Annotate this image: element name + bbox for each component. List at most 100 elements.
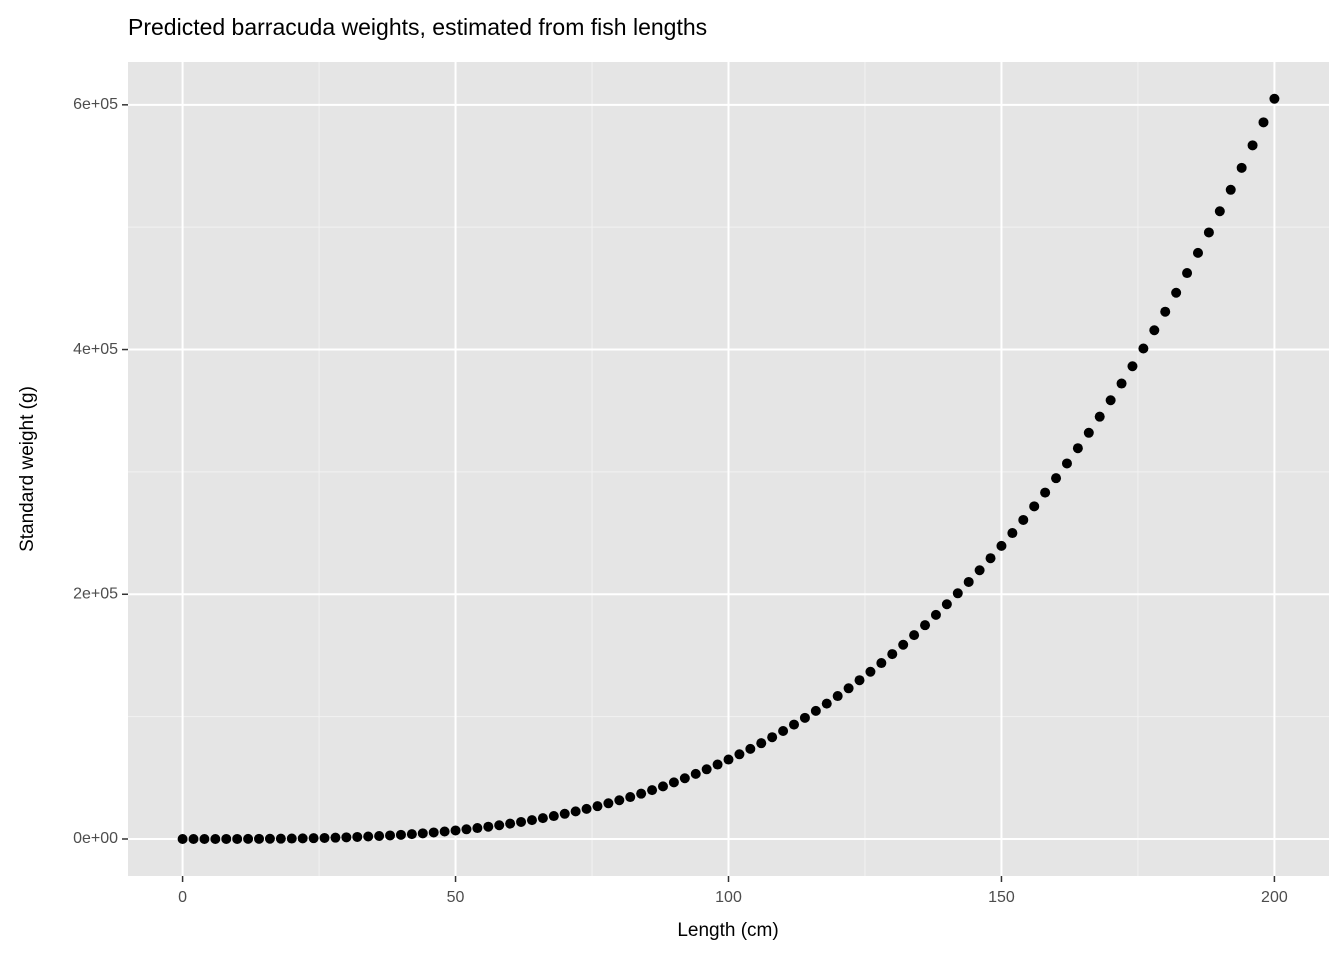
point: [297, 833, 308, 844]
point: [930, 609, 941, 620]
point: [963, 576, 974, 587]
y-tick-label: 6e+05: [73, 96, 118, 113]
point: [1018, 514, 1029, 525]
point: [636, 788, 647, 799]
y-tick-label: 2e+05: [73, 585, 118, 602]
point: [854, 675, 865, 686]
x-axis-title: Length (cm): [677, 920, 778, 941]
point: [188, 833, 199, 844]
point: [668, 777, 679, 788]
point: [1247, 140, 1258, 151]
point: [887, 649, 898, 660]
point: [319, 832, 330, 843]
point: [821, 698, 832, 709]
point: [439, 826, 450, 837]
point: [537, 813, 548, 824]
point: [581, 803, 592, 814]
point: [1182, 268, 1193, 279]
point: [516, 816, 527, 827]
point: [985, 553, 996, 564]
point: [1138, 343, 1149, 354]
x-tick-label: 50: [447, 889, 465, 906]
point: [756, 738, 767, 749]
point: [308, 833, 319, 844]
point: [363, 831, 374, 842]
point: [472, 823, 483, 834]
point: [920, 620, 931, 631]
point: [1007, 528, 1018, 539]
point: [264, 833, 275, 844]
point: [712, 759, 723, 770]
point: [679, 773, 690, 784]
point: [767, 732, 778, 743]
point: [614, 795, 625, 806]
point: [548, 811, 559, 822]
y-axis-title: Standard weight (g): [17, 386, 38, 552]
point: [1040, 487, 1051, 498]
point: [723, 754, 734, 765]
point: [996, 540, 1007, 551]
chart-title: Predicted barracuda weights, estimated f…: [128, 14, 707, 40]
point: [505, 818, 516, 829]
x-tick-label: 0: [178, 889, 187, 906]
point: [352, 831, 363, 842]
point: [1149, 325, 1160, 336]
point: [406, 829, 417, 840]
point: [221, 833, 232, 844]
x-tick-label: 100: [715, 889, 742, 906]
point: [570, 806, 581, 817]
point: [461, 824, 472, 835]
point: [876, 658, 887, 669]
point: [701, 764, 712, 775]
point: [1236, 162, 1247, 173]
point: [1269, 93, 1280, 104]
point: [799, 712, 810, 723]
point: [1258, 117, 1269, 128]
point: [330, 832, 341, 843]
point: [385, 830, 396, 841]
point: [832, 691, 843, 702]
point: [1225, 184, 1236, 195]
y-tick-label: 0e+00: [73, 830, 118, 847]
point: [1160, 306, 1171, 317]
point: [374, 831, 385, 842]
point: [450, 825, 461, 836]
point: [483, 821, 494, 832]
point: [232, 833, 243, 844]
point: [1072, 443, 1083, 454]
point: [177, 833, 188, 844]
point: [395, 829, 406, 840]
point: [286, 833, 297, 844]
point: [1061, 458, 1072, 469]
point: [1127, 361, 1138, 372]
point: [1083, 427, 1094, 438]
point: [810, 705, 821, 716]
point: [778, 725, 789, 736]
point: [657, 781, 668, 792]
point: [1171, 287, 1182, 298]
point: [603, 798, 614, 809]
point: [952, 588, 963, 599]
point: [341, 832, 352, 843]
point: [243, 833, 254, 844]
point: [690, 768, 701, 779]
point: [1192, 247, 1203, 258]
y-tick-label: 4e+05: [73, 341, 118, 358]
point: [210, 833, 221, 844]
point: [745, 743, 756, 754]
point: [843, 683, 854, 694]
point: [199, 833, 210, 844]
point: [1029, 501, 1040, 512]
point: [865, 666, 876, 677]
point: [1051, 473, 1062, 484]
point: [941, 599, 952, 610]
point: [254, 833, 265, 844]
point: [1105, 395, 1116, 406]
x-tick-label: 200: [1261, 889, 1288, 906]
x-tick-label: 150: [988, 889, 1015, 906]
point: [428, 827, 439, 838]
point: [734, 749, 745, 760]
point: [625, 792, 636, 803]
point: [275, 833, 286, 844]
